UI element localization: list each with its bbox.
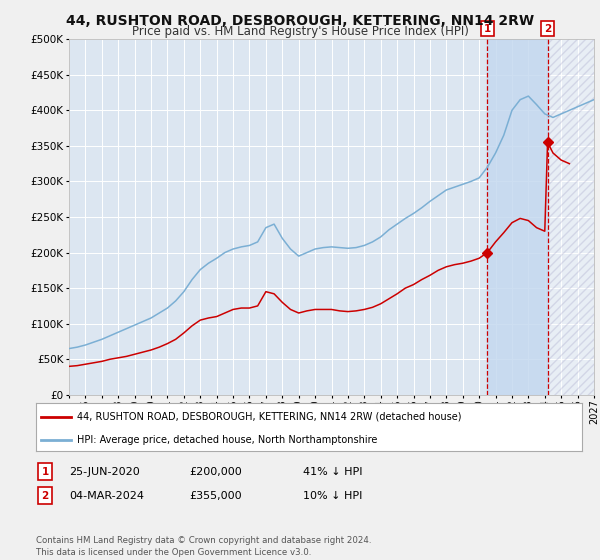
Text: £355,000: £355,000 bbox=[189, 491, 242, 501]
Text: £200,000: £200,000 bbox=[189, 466, 242, 477]
Text: 41% ↓ HPI: 41% ↓ HPI bbox=[303, 466, 362, 477]
Text: 44, RUSHTON ROAD, DESBOROUGH, KETTERING, NN14 2RW: 44, RUSHTON ROAD, DESBOROUGH, KETTERING,… bbox=[66, 14, 534, 28]
Text: 1: 1 bbox=[484, 24, 491, 34]
Text: 44, RUSHTON ROAD, DESBOROUGH, KETTERING, NN14 2RW (detached house): 44, RUSHTON ROAD, DESBOROUGH, KETTERING,… bbox=[77, 412, 461, 422]
Bar bbox=[487, 39, 548, 395]
Text: HPI: Average price, detached house, North Northamptonshire: HPI: Average price, detached house, Nort… bbox=[77, 435, 377, 445]
Text: 2: 2 bbox=[41, 491, 49, 501]
Text: Price paid vs. HM Land Registry's House Price Index (HPI): Price paid vs. HM Land Registry's House … bbox=[131, 25, 469, 38]
Text: 2: 2 bbox=[544, 24, 551, 34]
Text: 04-MAR-2024: 04-MAR-2024 bbox=[69, 491, 144, 501]
Text: Contains HM Land Registry data © Crown copyright and database right 2024.
This d: Contains HM Land Registry data © Crown c… bbox=[36, 536, 371, 557]
Bar bbox=[548, 39, 594, 395]
Text: 10% ↓ HPI: 10% ↓ HPI bbox=[303, 491, 362, 501]
Text: 25-JUN-2020: 25-JUN-2020 bbox=[69, 466, 140, 477]
Text: 1: 1 bbox=[41, 466, 49, 477]
